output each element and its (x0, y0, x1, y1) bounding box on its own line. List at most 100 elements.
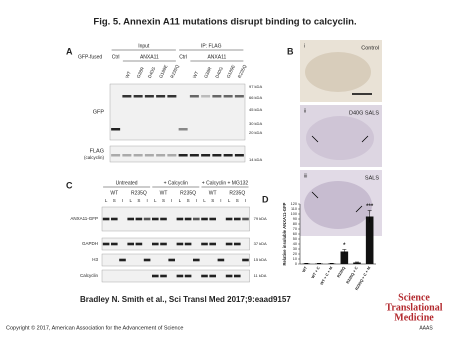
band (178, 128, 188, 131)
band (234, 95, 244, 98)
band (133, 95, 143, 98)
axis-title: Relative insoluble ANXA11-GFP (282, 202, 287, 265)
band (201, 95, 211, 98)
image-index: ii (304, 108, 306, 114)
band (178, 154, 188, 157)
lane-label: I (122, 198, 123, 203)
band (193, 258, 200, 262)
band (225, 217, 233, 221)
label: + Calcyclin (164, 180, 189, 186)
label: Calcyclin (80, 273, 99, 278)
band (160, 242, 167, 246)
marker-label: 97 kDA (249, 84, 262, 89)
band (135, 217, 143, 221)
band (135, 242, 143, 246)
image-index: iii (304, 173, 307, 179)
panel-label: C (66, 180, 73, 190)
label: ANXA11-GFP (70, 216, 98, 221)
lane-label: WT (124, 70, 132, 79)
band (201, 154, 211, 157)
band (119, 258, 126, 262)
label: WT (209, 190, 217, 196)
copyright: Copyright © 2017, American Association f… (6, 324, 183, 331)
lane-label: L (129, 198, 132, 203)
label: GAPDH (82, 241, 98, 246)
label: H3 (92, 257, 98, 262)
lane-label: S (162, 198, 165, 203)
logo-text: Translational (385, 302, 442, 313)
band (143, 217, 151, 221)
band (152, 217, 159, 221)
label: (calcyclin) (84, 155, 105, 160)
blot (101, 269, 250, 283)
band (234, 274, 241, 278)
marker-label: 79 kDA (254, 216, 267, 221)
band (152, 242, 159, 246)
logo-org: AAAS (419, 325, 433, 331)
label: R235Q (180, 190, 196, 196)
y-tick-label: 0 (295, 262, 297, 266)
y-tick-label: 110 (291, 207, 297, 211)
y-tick-label: 70 (293, 227, 297, 231)
band (102, 242, 110, 246)
panel-label: D (262, 194, 269, 204)
band (160, 274, 167, 278)
label: Input (138, 43, 150, 49)
tissue-section (304, 181, 372, 229)
lane-label: G189E (226, 64, 236, 79)
citation: Bradley N. Smith et al., Sci Transl Med … (80, 295, 291, 304)
y-tick-label: 20 (293, 252, 297, 256)
band (184, 242, 192, 246)
lane-label: WT (192, 70, 200, 79)
lane-label: L (203, 198, 206, 203)
panel-label: B (287, 46, 294, 56)
y-tick-label: 40 (293, 242, 297, 246)
band (167, 95, 177, 98)
lane-label: D40G (147, 66, 157, 79)
band (167, 154, 177, 157)
band (217, 258, 225, 262)
marker-label: 37 kDA (254, 241, 267, 246)
lane-label: S (113, 198, 116, 203)
label: IP: FLAG (201, 43, 222, 49)
band (144, 95, 154, 98)
label: FLAG (90, 148, 104, 154)
lane-label: G189E (158, 64, 168, 79)
lane-label: R235Q (237, 63, 248, 78)
image-caption: SALS (365, 175, 379, 181)
bar (353, 262, 361, 264)
blot (101, 237, 250, 251)
label: WT (110, 190, 118, 196)
lane-label: S (236, 198, 239, 203)
band (242, 217, 249, 221)
band (201, 217, 208, 221)
lane-label: L (154, 198, 157, 203)
logo-text: Science (398, 292, 430, 303)
band (189, 154, 199, 157)
lane-label: I (245, 198, 246, 203)
y-tick-label: 30 (293, 247, 297, 251)
label: + Calcyclin + MG132 (202, 180, 249, 186)
marker-label: 15 kDA (254, 257, 267, 262)
label: GFP (93, 109, 105, 115)
band (176, 274, 184, 278)
blot (101, 253, 250, 267)
label: Ctrl (179, 54, 187, 60)
blot (109, 83, 246, 141)
x-tick-label: WT + C (311, 266, 321, 279)
band (225, 274, 233, 278)
band (223, 95, 233, 98)
band (209, 217, 216, 221)
y-tick-label: 50 (293, 237, 297, 241)
label: Ctrl (112, 54, 120, 60)
band (127, 217, 134, 221)
lane-label: S (211, 198, 214, 203)
band (234, 217, 241, 221)
band (111, 154, 121, 157)
lane-label: G38R (203, 65, 213, 78)
band (143, 258, 151, 262)
band (184, 274, 192, 278)
band (144, 154, 154, 157)
label: GFP-fused (78, 54, 102, 60)
band (156, 95, 166, 98)
